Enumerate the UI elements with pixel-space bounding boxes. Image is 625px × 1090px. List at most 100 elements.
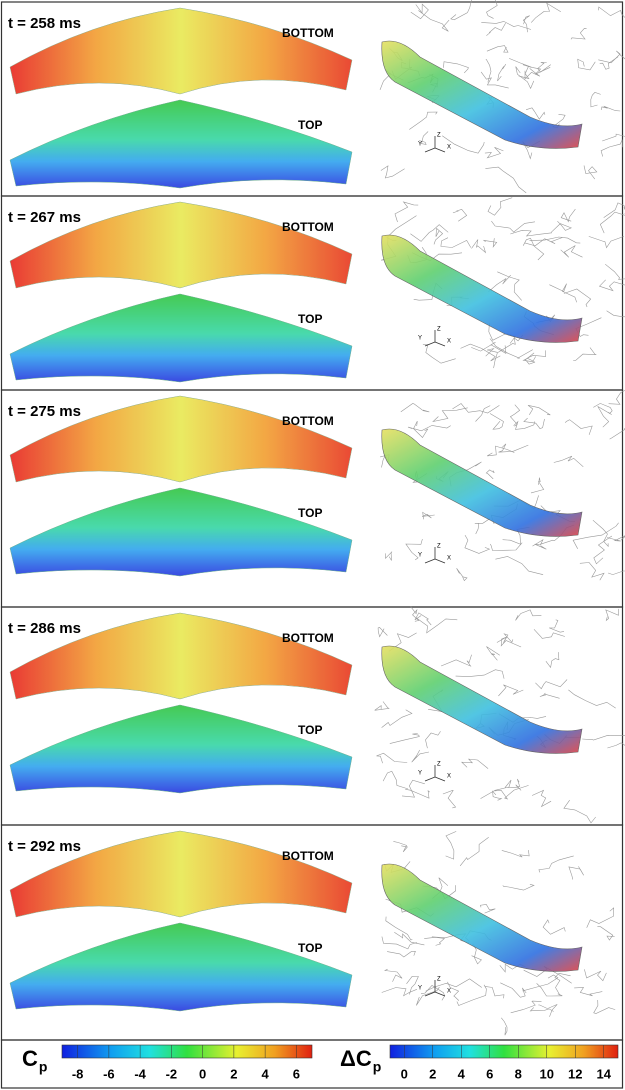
vortex-line: [532, 539, 547, 550]
vortex-line: [419, 131, 429, 145]
colorbar-tick-label: 12: [568, 1066, 582, 1081]
axis-triad: [434, 147, 446, 153]
vortex-line: [515, 609, 542, 621]
colorbar-tick-label: 8: [515, 1066, 522, 1081]
vortex-line: [485, 348, 498, 369]
top-surface: [9, 704, 353, 794]
surface-label: TOP: [298, 118, 322, 132]
vortex-line: [509, 404, 521, 427]
vortex-line: [400, 403, 430, 413]
vortex-line: [485, 469, 495, 480]
surface-label: BOTTOM: [282, 631, 334, 645]
vortex-line: [518, 64, 532, 80]
vortex-line: [487, 197, 513, 216]
vortex-line: [455, 669, 505, 679]
time-label: t = 286 ms: [8, 620, 81, 637]
surface-label: TOP: [298, 506, 322, 520]
bottom-surface: [9, 7, 353, 95]
vortex-line: [500, 982, 527, 998]
vortex-line: [474, 518, 490, 535]
vortex-line: [605, 608, 619, 622]
vortex-line: [442, 135, 485, 154]
vortex-line: [382, 770, 408, 790]
vortex-line: [401, 779, 425, 798]
colorbar-tick-label: 4: [458, 1066, 466, 1081]
vortex-line: [498, 684, 524, 697]
vortex-line: [394, 932, 425, 946]
panel: Z Y Xt = 267 ms BOTTOM TOP: [0, 195, 625, 391]
time-label: t = 292 ms: [8, 838, 81, 855]
vortex-line: [381, 987, 418, 997]
vortex-line: [503, 633, 514, 643]
axis-triad: [424, 147, 436, 153]
vortex-line: [418, 10, 450, 32]
colorbar-tick-label: 2: [230, 1066, 237, 1081]
colorbar-tick-label: 2: [429, 1066, 436, 1081]
vortex-line: [579, 562, 605, 581]
surface-label: BOTTOM: [282, 849, 334, 863]
vortex-line: [526, 107, 546, 120]
vortex-line: [497, 334, 524, 353]
vortex-line: [584, 969, 607, 982]
vortex-line: [487, 445, 515, 457]
wing-band: [381, 863, 583, 972]
vortex-line: [410, 224, 449, 242]
top-surface: [9, 487, 353, 577]
vortex-line: [394, 201, 419, 223]
vortex-line: [522, 237, 545, 261]
vortex-line: [405, 789, 430, 799]
vortex-line: [494, 785, 529, 800]
vortex-line: [442, 789, 457, 809]
colorbar-tick-label: 0: [199, 1066, 206, 1081]
vortex-line: [538, 1004, 558, 1017]
vortex-line: [413, 420, 429, 438]
vortex-line: [405, 539, 423, 561]
vortex-line: [513, 420, 536, 430]
surface-label: BOTTOM: [282, 26, 334, 40]
vortex-line: [383, 968, 403, 982]
vortex-line: [524, 68, 541, 80]
triad-label: X: [447, 556, 451, 562]
wing-band: [381, 234, 583, 343]
vortex-line: [385, 551, 393, 561]
surface-label: TOP: [298, 941, 322, 955]
vortex-line: [471, 943, 482, 965]
vortex-line: [608, 389, 625, 405]
vortex-line: [603, 202, 625, 218]
vortex-line: [597, 926, 615, 941]
colorbar-label-sub: p: [373, 1059, 382, 1075]
vortex-line: [381, 709, 413, 728]
vortex-line: [549, 619, 565, 633]
vortex-line: [599, 211, 625, 234]
panel: Z Y Xt = 275 ms BOTTOM TOP: [0, 389, 625, 608]
colorbar-tick-label: 0: [401, 1066, 408, 1081]
vortex-line: [608, 569, 625, 575]
vortex-line: [421, 511, 435, 520]
vortex-line: [602, 133, 625, 142]
colorbar-label: ΔC: [340, 1046, 372, 1071]
colorbar-tick-label: 4: [262, 1066, 270, 1081]
vortex-line: [452, 403, 500, 414]
panel: Z Y Xt = 292 ms BOTTOM TOP: [0, 824, 624, 1041]
bottom-surface: [9, 830, 353, 918]
vortex-line: [374, 701, 390, 711]
wing-band: [381, 645, 583, 754]
vortex-line: [538, 855, 574, 873]
vortex-line: [410, 606, 420, 622]
vortex-line: [590, 92, 601, 108]
vortex-line: [450, 0, 472, 21]
vortex-line: [484, 147, 504, 159]
surface-label: BOTTOM: [282, 220, 334, 234]
vortex-line: [485, 166, 527, 194]
vortex-line: [485, 59, 492, 83]
vortex-line: [574, 987, 603, 997]
vortex-line: [498, 443, 529, 453]
colorbar: [61, 1044, 313, 1059]
vortex-line: [471, 239, 487, 254]
vortex-line: [588, 236, 625, 249]
surface-label: TOP: [298, 312, 322, 326]
vortex-line: [564, 419, 593, 435]
vortex-line: [572, 522, 619, 549]
triad-label: X: [447, 989, 451, 995]
vortex-line: [560, 208, 576, 223]
